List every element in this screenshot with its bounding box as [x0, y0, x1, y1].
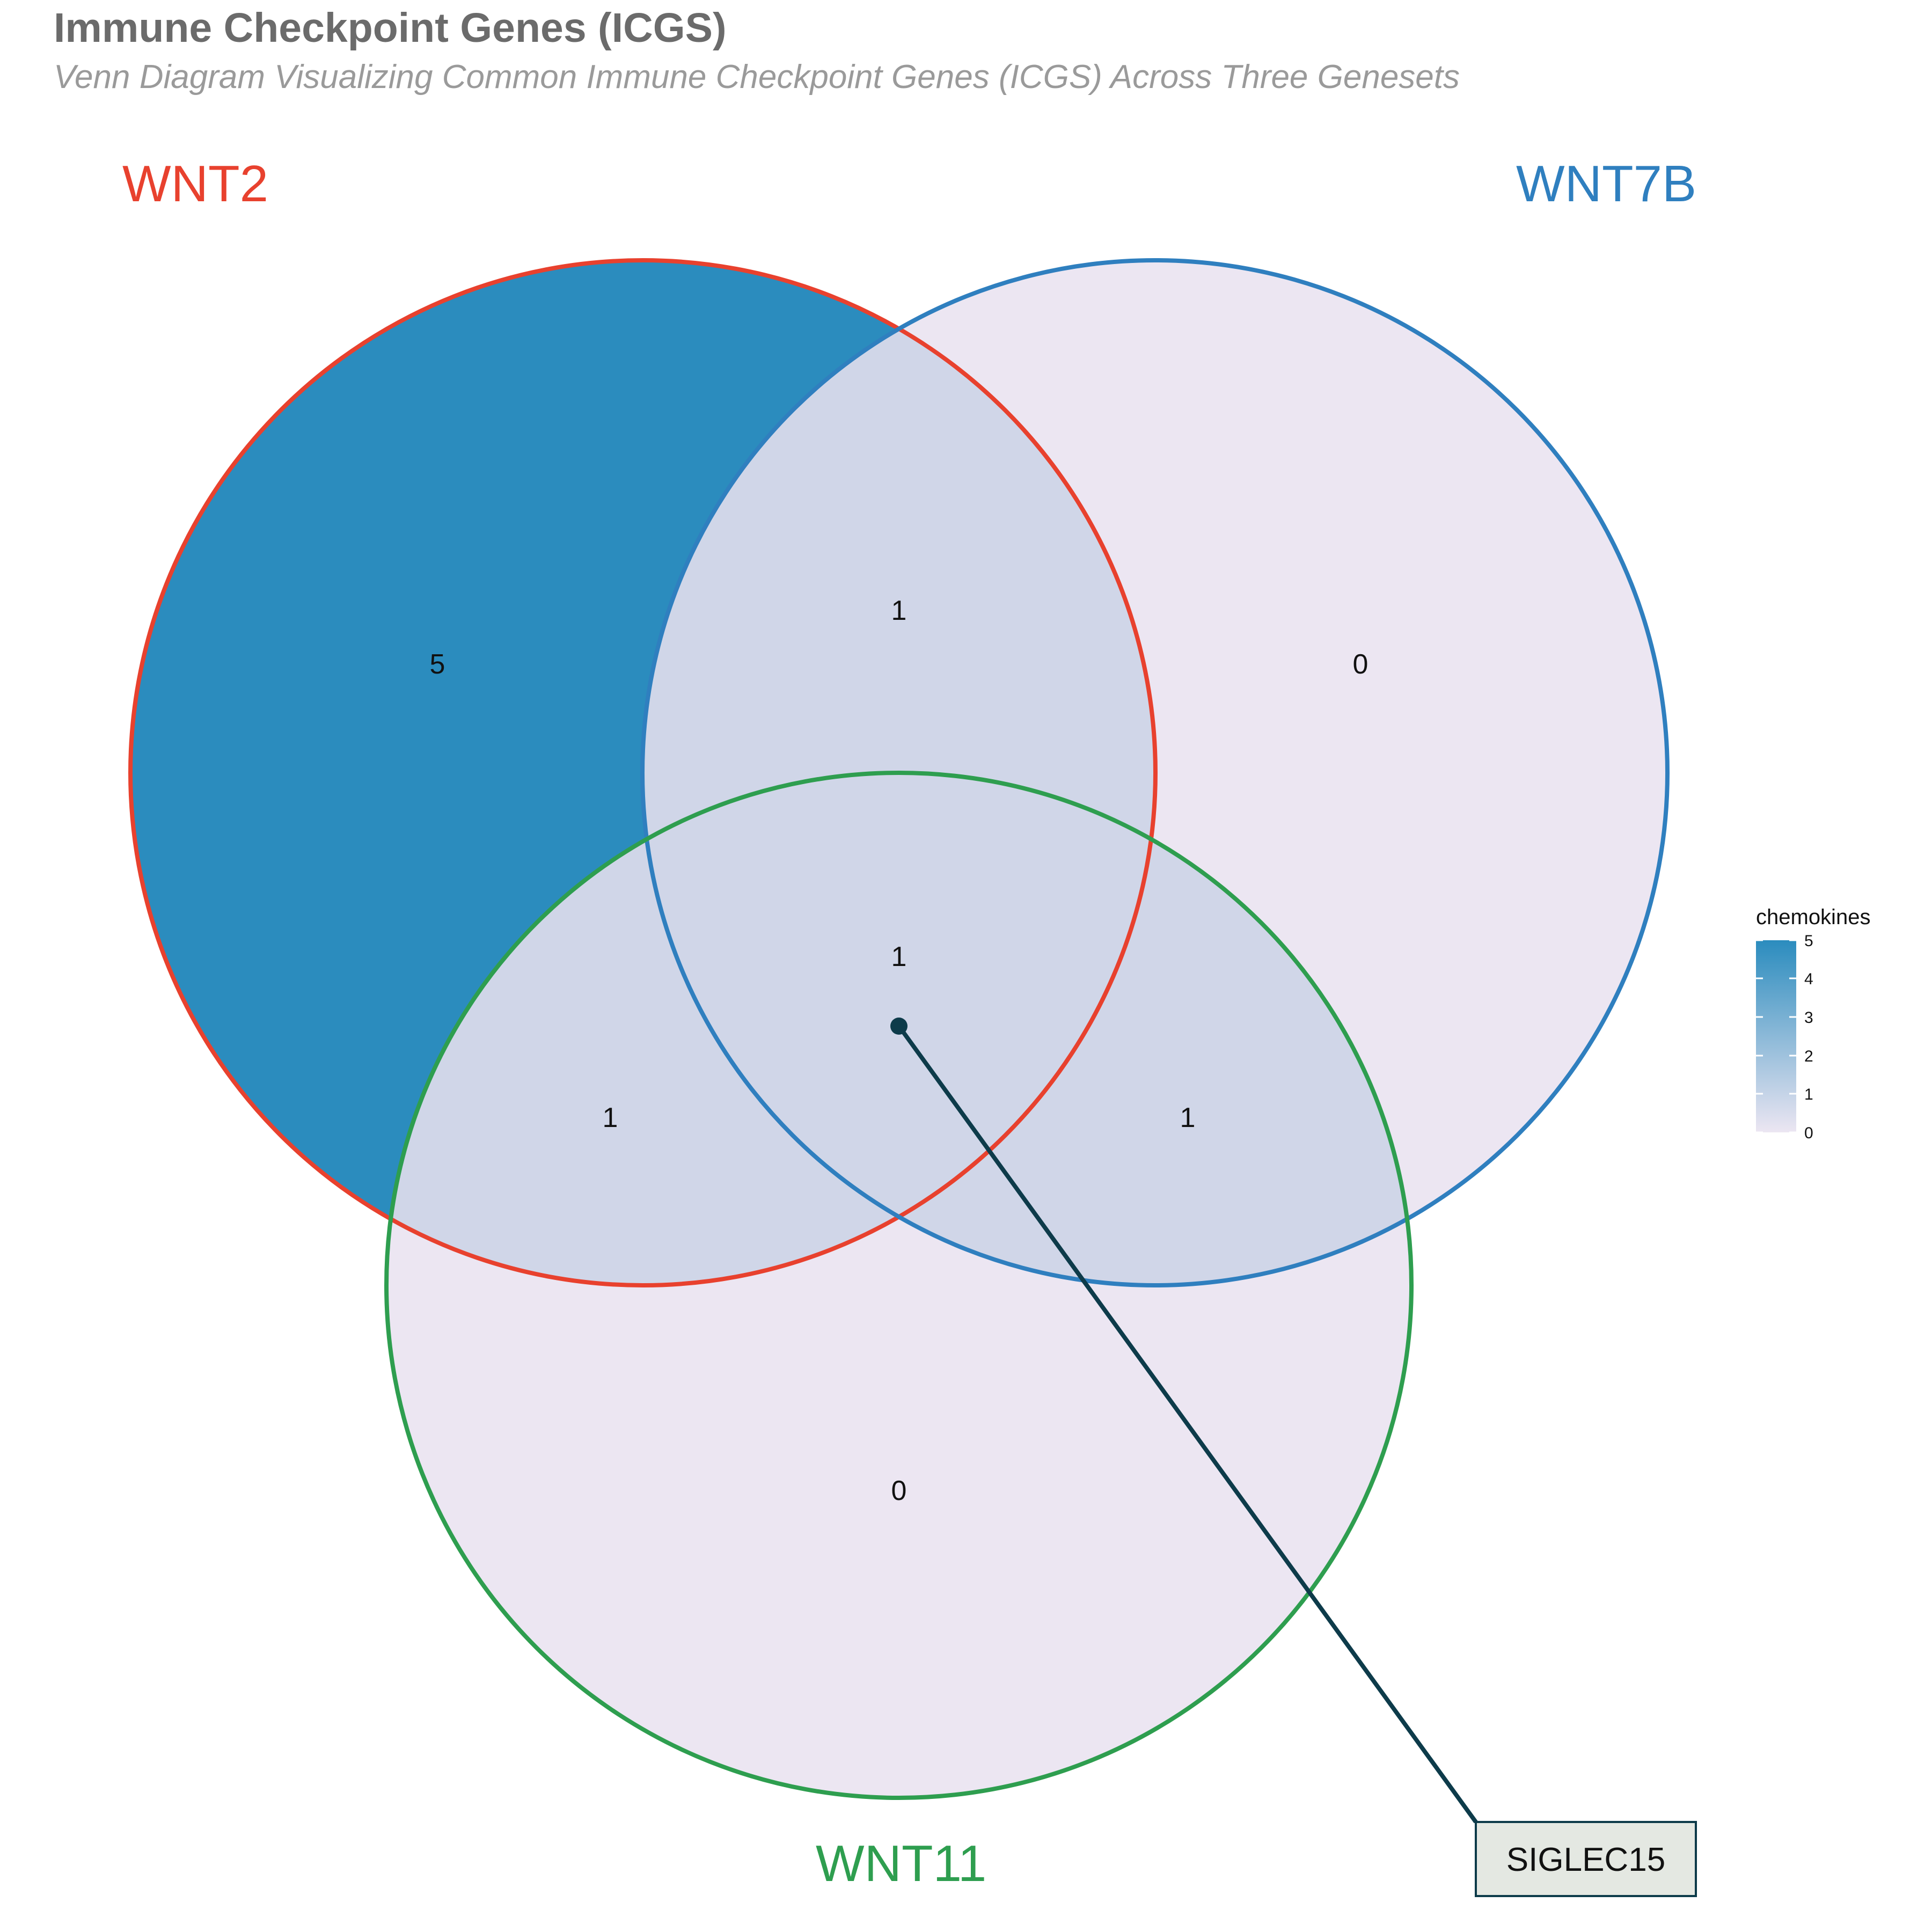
count-wnt2-wnt11: 1 — [603, 1102, 618, 1133]
chart-subtitle: Venn Diagram Visualizing Common Immune C… — [54, 58, 1460, 96]
count-wnt2-wnt7b: 1 — [891, 595, 907, 626]
callout-label: SIGLEC15 — [1506, 1841, 1665, 1878]
legend-colorbar — [1756, 940, 1796, 1132]
legend-title: chemokines — [1756, 905, 1870, 929]
legend-tick-label-4: 4 — [1804, 970, 1813, 988]
legend-tick-label-3: 3 — [1804, 1009, 1813, 1027]
wnt11-outline — [384, 771, 1414, 1800]
set-label-wnt2: WNT2 — [122, 155, 268, 213]
count-wnt7b-wnt11: 1 — [1180, 1102, 1196, 1133]
callout-point — [890, 1018, 908, 1035]
legend-tick-label-2: 2 — [1804, 1048, 1813, 1065]
callout-line — [897, 1024, 1478, 1824]
set-label-wnt7b: WNT7B — [1516, 155, 1696, 213]
set-label-wnt11: WNT11 — [816, 1835, 986, 1892]
legend-tick-label-5: 5 — [1804, 932, 1813, 950]
wnt7b-outline — [640, 258, 1670, 1287]
chart-title: Immune Checkpoint Genes (ICGS) — [54, 5, 727, 51]
count-wnt2-only: 5 — [430, 649, 445, 680]
count-wnt11-only: 0 — [891, 1475, 907, 1506]
legend-tick-label-0: 0 — [1804, 1124, 1813, 1142]
legend-tick-label-1: 1 — [1804, 1086, 1813, 1103]
count-wnt7b-only: 0 — [1353, 649, 1368, 680]
wnt2-outline — [128, 258, 1158, 1287]
count-all-three: 1 — [891, 941, 907, 972]
callout-box — [1475, 1821, 1697, 1897]
